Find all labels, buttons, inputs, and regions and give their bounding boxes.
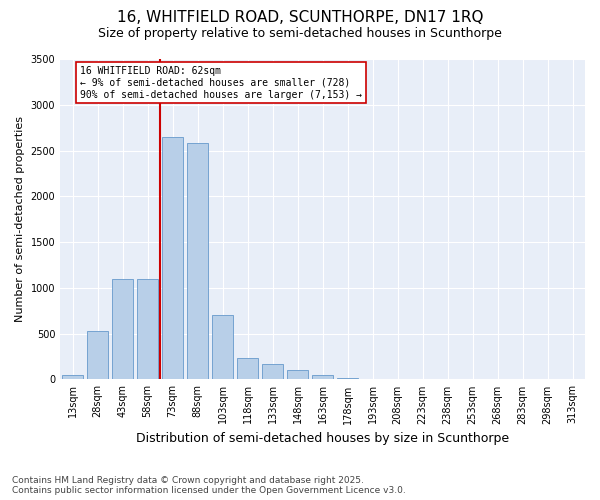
Bar <box>287 370 308 380</box>
Bar <box>337 378 358 380</box>
Bar <box>87 331 108 380</box>
Text: 16 WHITFIELD ROAD: 62sqm
← 9% of semi-detached houses are smaller (728)
90% of s: 16 WHITFIELD ROAD: 62sqm ← 9% of semi-de… <box>80 66 362 100</box>
Text: Contains HM Land Registry data © Crown copyright and database right 2025.
Contai: Contains HM Land Registry data © Crown c… <box>12 476 406 495</box>
Y-axis label: Number of semi-detached properties: Number of semi-detached properties <box>15 116 25 322</box>
Bar <box>237 358 258 380</box>
Text: 16, WHITFIELD ROAD, SCUNTHORPE, DN17 1RQ: 16, WHITFIELD ROAD, SCUNTHORPE, DN17 1RQ <box>117 10 483 25</box>
Bar <box>162 137 183 380</box>
Text: Size of property relative to semi-detached houses in Scunthorpe: Size of property relative to semi-detach… <box>98 28 502 40</box>
Bar <box>262 364 283 380</box>
Bar <box>212 316 233 380</box>
Bar <box>112 278 133 380</box>
Bar <box>187 143 208 380</box>
Bar <box>137 278 158 380</box>
Bar <box>312 375 333 380</box>
X-axis label: Distribution of semi-detached houses by size in Scunthorpe: Distribution of semi-detached houses by … <box>136 432 509 445</box>
Bar <box>62 375 83 380</box>
